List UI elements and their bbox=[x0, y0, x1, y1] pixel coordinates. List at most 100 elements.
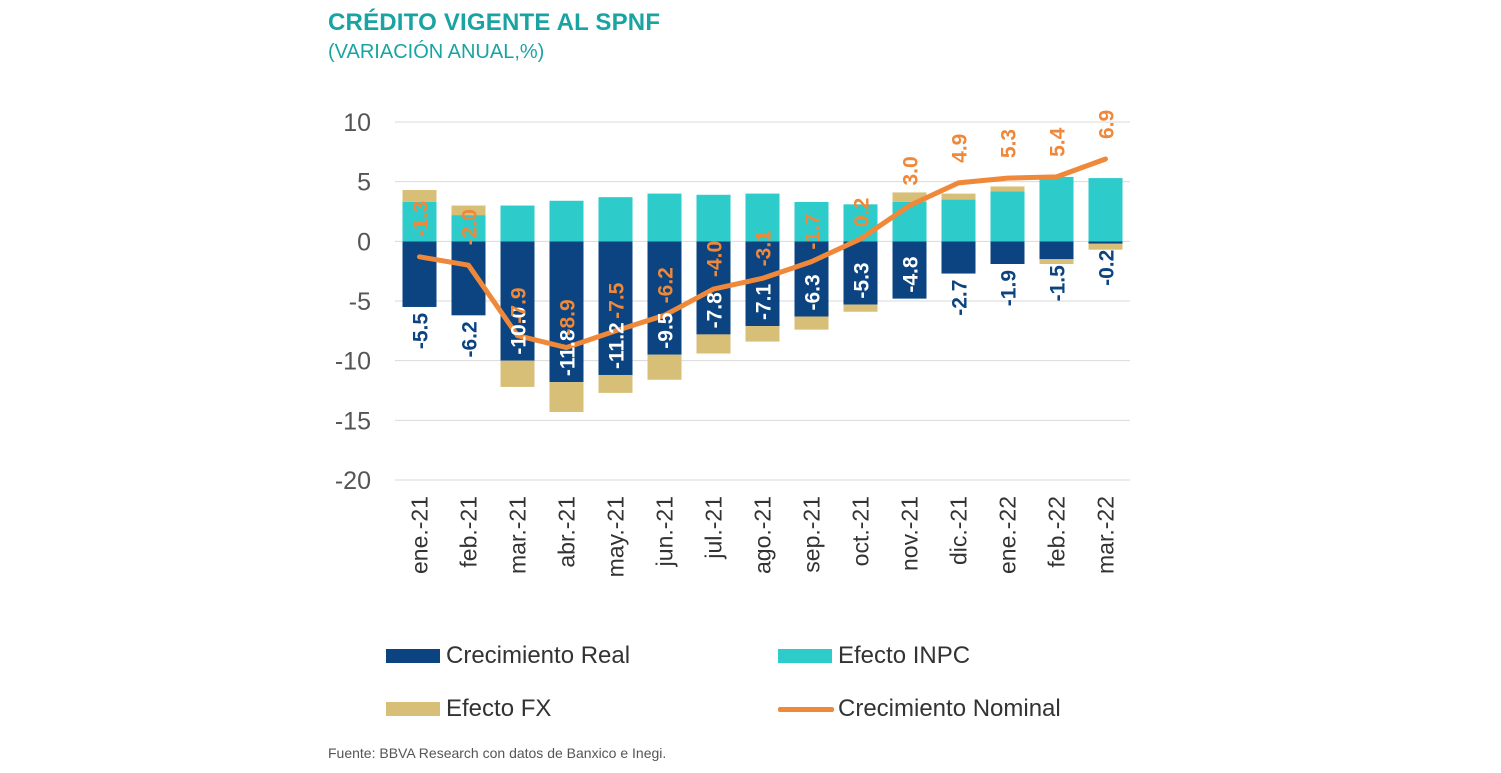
bar-inpc bbox=[500, 205, 535, 242]
legend-label-fx: Efecto FX bbox=[446, 695, 552, 722]
x-tick-label: feb.-21 bbox=[456, 496, 482, 568]
x-tick-label: mar.-21 bbox=[505, 496, 531, 574]
nominal-value-label: 3.0 bbox=[900, 156, 923, 185]
x-tick-label: mar.-22 bbox=[1093, 496, 1119, 574]
nominal-value-label: 0.2 bbox=[851, 198, 874, 227]
bar-fx bbox=[794, 316, 829, 330]
nominal-value-label: 5.4 bbox=[1047, 127, 1070, 157]
x-tick-label: ene.-21 bbox=[407, 496, 433, 574]
bar-real bbox=[598, 241, 633, 375]
bar-fx bbox=[1039, 259, 1074, 265]
legend-label-real: Crecimiento Real bbox=[446, 642, 631, 669]
bar-real bbox=[941, 241, 976, 274]
legend-label-nominal: Crecimiento Nominal bbox=[838, 695, 1061, 722]
nominal-line-layer bbox=[417, 156, 1108, 351]
nominal-value-label: 6.9 bbox=[1096, 110, 1119, 139]
nominal-value-label: -1.3 bbox=[410, 201, 433, 237]
legend-swatch-inpc bbox=[778, 649, 832, 663]
real-value-label: -9.5 bbox=[655, 312, 678, 349]
bar-inpc bbox=[745, 193, 780, 242]
bar-fx bbox=[696, 334, 731, 354]
legend-item-inpc: Efecto INPC bbox=[778, 642, 970, 670]
real-value-label: -6.2 bbox=[459, 321, 482, 357]
real-value-label: -1.9 bbox=[998, 270, 1021, 306]
x-tick-label: ago.-21 bbox=[750, 496, 776, 574]
y-tick-label: -10 bbox=[335, 348, 371, 376]
chart-title: CRÉDITO VIGENTE AL SPNF bbox=[328, 9, 661, 36]
real-value-label: -1.5 bbox=[1047, 265, 1070, 302]
legend-line-nominal bbox=[778, 706, 834, 712]
bar-fx bbox=[598, 374, 633, 393]
bar-fx bbox=[941, 193, 976, 200]
real-value-label: -6.3 bbox=[802, 274, 825, 310]
legend-item-fx: Efecto FX bbox=[386, 695, 551, 723]
x-tick-label: may.-21 bbox=[603, 496, 629, 577]
legend-item-nominal: Crecimiento Nominal bbox=[778, 695, 1061, 723]
bar-inpc bbox=[402, 201, 437, 242]
y-tick-label: 10 bbox=[343, 109, 371, 137]
nominal-value-label: 4.9 bbox=[949, 134, 972, 163]
bar-fx bbox=[549, 382, 584, 412]
y-tick-label: 0 bbox=[357, 228, 371, 256]
real-value-label: -5.5 bbox=[410, 313, 433, 350]
bar-real bbox=[647, 241, 682, 355]
real-value-label: -10.0 bbox=[508, 307, 531, 355]
bar-fx bbox=[451, 205, 486, 216]
nominal-value-label: -3.1 bbox=[753, 230, 776, 267]
bar-real bbox=[1088, 241, 1123, 244]
bar-real bbox=[843, 241, 878, 305]
source-note: Fuente: BBVA Research con datos de Banxi… bbox=[328, 745, 667, 761]
x-tick-label: sep.-21 bbox=[799, 496, 825, 573]
bar-inpc bbox=[990, 191, 1025, 242]
bar-real bbox=[990, 241, 1025, 265]
bar-inpc bbox=[1088, 178, 1123, 242]
x-tick-label: abr.-21 bbox=[554, 496, 580, 568]
bar-inpc bbox=[451, 215, 486, 242]
bar-fx bbox=[647, 354, 682, 380]
bar-real bbox=[1039, 241, 1074, 260]
nominal-value-label: -2.0 bbox=[459, 209, 482, 245]
bar-fx bbox=[892, 192, 927, 202]
legend-swatch-real bbox=[386, 649, 440, 663]
bar-real bbox=[549, 241, 584, 383]
y-tick-label: -5 bbox=[349, 288, 371, 316]
bar-inpc bbox=[696, 194, 731, 242]
x-tick-label: ene.-22 bbox=[995, 496, 1021, 574]
nominal-value-label: -1.7 bbox=[802, 213, 825, 249]
legend-swatch-fx bbox=[386, 702, 440, 716]
x-tick-label: oct.-21 bbox=[848, 496, 874, 566]
real-value-label: -0.2 bbox=[1096, 250, 1119, 286]
x-tick-label: jun.-21 bbox=[652, 496, 678, 567]
bar-inpc bbox=[598, 197, 633, 242]
x-tick-label: dic.-21 bbox=[946, 496, 972, 565]
chart-subtitle: (VARIACIÓN ANUAL,%) bbox=[328, 41, 545, 63]
bar-real bbox=[892, 241, 927, 299]
bar-inpc bbox=[549, 200, 584, 242]
bar-fx bbox=[990, 186, 1025, 192]
real-value-label: -7.1 bbox=[753, 284, 776, 321]
real-value-label: -2.7 bbox=[949, 280, 972, 316]
real-value-label: -11.2 bbox=[606, 322, 629, 369]
x-tick-label: nov.-21 bbox=[897, 496, 923, 571]
bar-fx bbox=[500, 360, 535, 387]
bar-fx bbox=[843, 304, 878, 312]
y-tick-label: 5 bbox=[357, 169, 371, 197]
data-labels: -5.5 -6.2 -10.0 -11.8 -11.2 -9.5 -7.8 -7.1 -6.3 -… bbox=[410, 110, 1119, 376]
legend-label-inpc: Efecto INPC bbox=[838, 642, 971, 669]
nominal-value-label: -8.9 bbox=[557, 299, 580, 335]
bar-fx bbox=[402, 190, 437, 202]
bars bbox=[402, 176, 1123, 412]
bar-real bbox=[402, 241, 437, 307]
y-axis-ticks: 10 5 0 -5 -10 -15 -20 bbox=[335, 109, 371, 495]
nominal-value-label: -6.2 bbox=[655, 267, 678, 303]
x-tick-label: jul.-21 bbox=[701, 496, 727, 560]
bar-real bbox=[745, 241, 780, 327]
real-value-label: -11.8 bbox=[557, 329, 580, 376]
bar-inpc bbox=[941, 199, 976, 242]
nominal-value-label: -7.9 bbox=[508, 287, 531, 323]
bar-fx bbox=[745, 326, 780, 342]
nominal-value-label: 5.3 bbox=[998, 129, 1021, 158]
real-value-label: -7.8 bbox=[704, 292, 727, 329]
x-axis-ticks: ene.-21 feb.-21 mar.-21 abr.-21 may.-21 jun.-… bbox=[407, 496, 1119, 577]
